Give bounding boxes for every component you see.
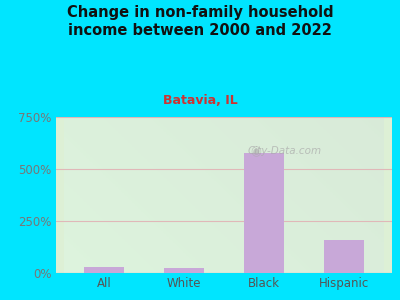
Bar [164,268,204,273]
Text: City-Data.com: City-Data.com [248,146,322,156]
Text: Batavia, IL: Batavia, IL [163,94,237,107]
Bar [84,267,124,273]
Text: ◉: ◉ [250,145,261,158]
Bar [324,240,364,273]
Text: Change in non-family household
income between 2000 and 2022: Change in non-family household income be… [67,4,333,38]
Bar [244,153,284,273]
